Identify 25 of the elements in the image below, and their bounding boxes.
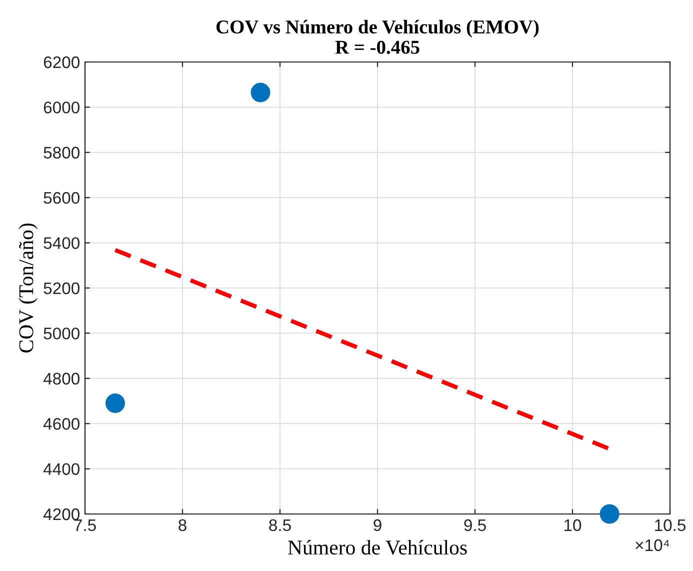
y-tick-label: 5000 xyxy=(44,328,80,340)
x-tick-label: 9.5 xyxy=(464,519,486,532)
x-tick-label: 9 xyxy=(374,519,382,532)
x-axis-title: Número de Vehículos xyxy=(288,540,467,555)
point xyxy=(105,394,125,414)
y-tick-label: 5200 xyxy=(44,282,80,294)
point xyxy=(250,82,270,102)
x-tick-label: 10.5 xyxy=(655,519,686,532)
chart-title: COV vs Número de Vehículos (EMOV) R = -0.465 xyxy=(216,20,539,54)
point xyxy=(600,504,620,524)
y-tick-label: 5800 xyxy=(44,146,80,159)
x-tick-label: 7.5 xyxy=(74,519,96,532)
y-tick-label: 6000 xyxy=(44,102,80,114)
y-tick-label: 4400 xyxy=(43,463,80,476)
text: ×10⁴ xyxy=(636,539,670,552)
y-tick-label: 5600 xyxy=(44,192,80,204)
y-tick-label: 4200 xyxy=(43,508,80,520)
y-tick-label: 5400 xyxy=(44,237,80,250)
y-axis-title: COV (Ton/año) xyxy=(18,224,38,352)
y-tick-label: 4800 xyxy=(43,372,80,385)
y-tick-label: 4600 xyxy=(43,418,80,430)
x-tick-label: 10 xyxy=(564,519,582,532)
x-tick-label: 8.5 xyxy=(269,519,291,532)
x-tick-label: 8 xyxy=(178,519,186,532)
y-tick-label: 6200 xyxy=(44,56,80,68)
